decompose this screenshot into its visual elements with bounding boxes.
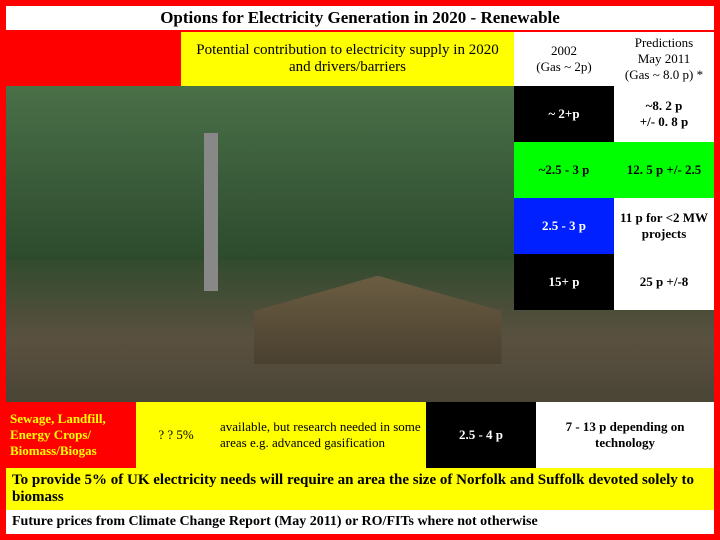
header-col-predictions: Predictions May 2011 (Gas ~ 8.0 p) * xyxy=(614,32,714,86)
building-graphic xyxy=(254,276,502,364)
header-left-blank xyxy=(6,32,181,86)
col2-line1: Predictions xyxy=(625,35,703,51)
header-row: Potential contribution to electricity su… xyxy=(6,32,714,86)
header-description: Potential contribution to electricity su… xyxy=(181,32,514,86)
background-photo-area: ~ 2+p~8. 2 p+/- 0. 8 p~2.5 - 3 p12. 5 p … xyxy=(6,86,714,402)
price-2002: ~ 2+p xyxy=(514,86,614,142)
col1-line1: 2002 xyxy=(536,43,591,59)
col2-line2: May 2011 xyxy=(625,51,703,67)
col2-line3: (Gas ~ 8.0 p) * xyxy=(625,67,703,83)
price-2002: ~2.5 - 3 p xyxy=(514,142,614,198)
price-2002: 2.5 - 3 p xyxy=(514,198,614,254)
price-row: ~ 2+p~8. 2 p+/- 0. 8 p xyxy=(514,86,714,142)
bottom-price-2002: 2.5 - 4 p xyxy=(426,402,536,468)
chimney-graphic xyxy=(204,133,218,291)
price-row: 15+ p25 p +/-8 xyxy=(514,254,714,310)
title-bar: Options for Electricity Generation in 20… xyxy=(6,6,714,30)
note-prices: Future prices from Climate Change Report… xyxy=(6,510,714,534)
note-biomass: To provide 5% of UK electricity needs wi… xyxy=(6,468,714,510)
bottom-desc: available, but research needed in some a… xyxy=(216,402,426,468)
price-prediction: ~8. 2 p+/- 0. 8 p xyxy=(614,86,714,142)
main: Potential contribution to electricity su… xyxy=(6,32,714,534)
bottom-row: Sewage, Landfill, Energy Crops/ Biomass/… xyxy=(6,402,714,468)
price-2002: 15+ p xyxy=(514,254,614,310)
price-prediction: 11 p for <2 MW projects xyxy=(614,198,714,254)
price-prediction: 25 p +/-8 xyxy=(614,254,714,310)
slide-title: Options for Electricity Generation in 20… xyxy=(160,8,560,27)
price-column: ~ 2+p~8. 2 p+/- 0. 8 p~2.5 - 3 p12. 5 p … xyxy=(514,86,714,310)
header-right: 2002 (Gas ~ 2p) Predictions May 2011 (Ga… xyxy=(514,32,714,86)
bottom-label: Sewage, Landfill, Energy Crops/ Biomass/… xyxy=(6,402,136,468)
bottom-price-pred: 7 - 13 p depending on technology xyxy=(536,402,714,468)
price-row: ~2.5 - 3 p12. 5 p +/- 2.5 xyxy=(514,142,714,198)
bottom-pct: ? ? 5% xyxy=(136,402,216,468)
price-prediction: 12. 5 p +/- 2.5 xyxy=(614,142,714,198)
header-col-2002: 2002 (Gas ~ 2p) xyxy=(514,32,614,86)
price-row: 2.5 - 3 p11 p for <2 MW projects xyxy=(514,198,714,254)
col1-line2: (Gas ~ 2p) xyxy=(536,59,591,75)
slide: Options for Electricity Generation in 20… xyxy=(0,0,720,540)
